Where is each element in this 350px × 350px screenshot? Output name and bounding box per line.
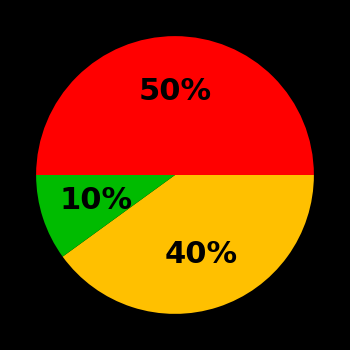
- Text: 10%: 10%: [59, 186, 132, 215]
- Text: 40%: 40%: [164, 240, 237, 269]
- Wedge shape: [63, 175, 314, 314]
- Text: 50%: 50%: [139, 77, 211, 106]
- Wedge shape: [36, 175, 175, 257]
- Wedge shape: [36, 36, 314, 175]
